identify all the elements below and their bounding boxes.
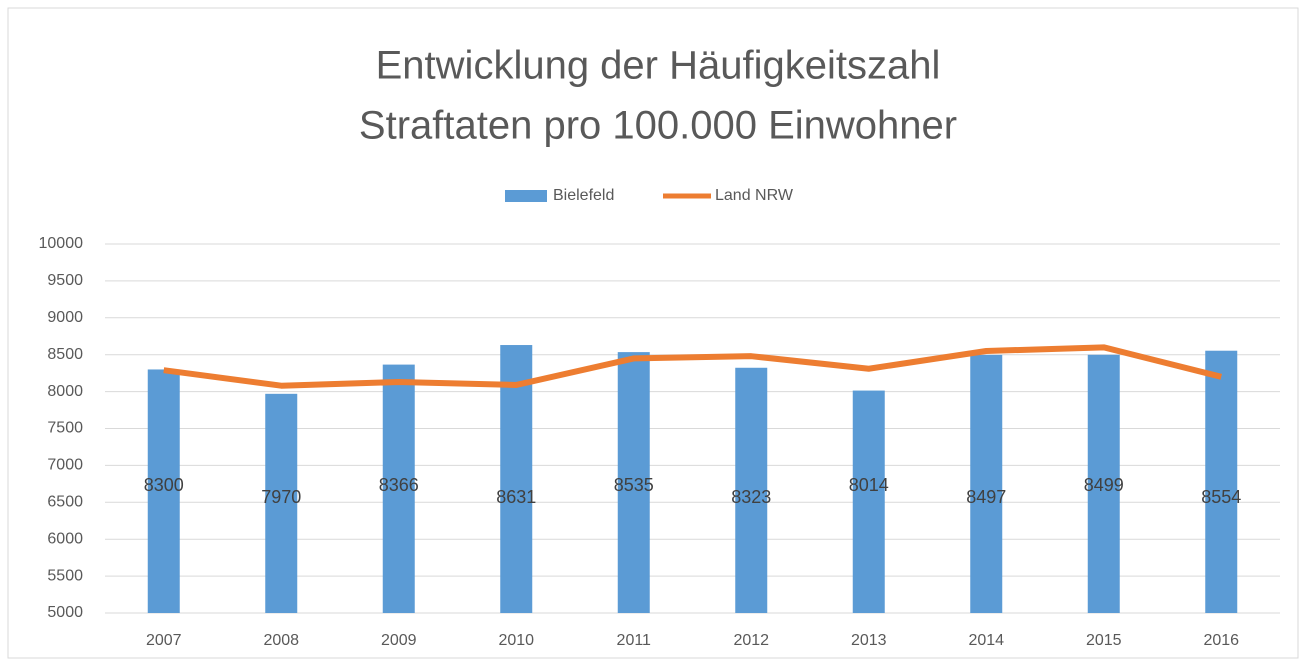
bar [500, 345, 533, 613]
data-label: 8554 [1201, 487, 1241, 507]
y-tick-label: 9000 [47, 309, 83, 326]
data-label: 7970 [261, 487, 301, 507]
legend-label: Bielefeld [553, 187, 614, 204]
data-label: 8366 [379, 475, 419, 495]
y-tick-label: 7500 [47, 420, 83, 437]
data-label: 8535 [614, 475, 654, 495]
bar [970, 354, 1003, 613]
bar [617, 352, 650, 613]
y-tick-label: 8000 [47, 383, 83, 400]
data-label: 8323 [731, 487, 771, 507]
y-tick-label: 6500 [47, 494, 83, 511]
bar [852, 390, 885, 613]
y-tick-label: 8500 [47, 346, 83, 363]
bar [265, 393, 298, 613]
x-tick-label: 2011 [617, 632, 652, 649]
x-tick-label: 2009 [381, 632, 417, 649]
y-tick-label: 10000 [39, 235, 84, 252]
data-label: 8497 [966, 487, 1006, 507]
bar [1087, 354, 1120, 613]
line-series [163, 344, 1222, 389]
x-tick-label: 2007 [146, 632, 182, 649]
data-label: 8014 [849, 475, 889, 495]
data-label: 8499 [1084, 475, 1124, 495]
x-tick-label: 2010 [498, 632, 534, 649]
x-tick-label: 2008 [263, 632, 299, 649]
y-tick-label: 9500 [47, 272, 83, 289]
legend-label: Land NRW [715, 187, 794, 204]
x-tick-label: 2014 [968, 632, 1004, 649]
bar [735, 367, 768, 613]
chart-title: Entwicklung der Häufigkeitszahl [376, 44, 941, 88]
data-label: 8631 [496, 487, 536, 507]
y-tick-label: 5000 [47, 604, 83, 621]
x-tick-label: 2016 [1203, 632, 1239, 649]
bar [1205, 350, 1238, 613]
y-tick-label: 7000 [47, 457, 83, 474]
chart-frame [7, 7, 1299, 659]
bar [382, 364, 415, 613]
x-tick-label: 2012 [733, 632, 769, 649]
x-tick-label: 2015 [1086, 632, 1122, 649]
bar [147, 369, 180, 613]
y-tick-label: 5500 [47, 567, 83, 584]
legend-swatch [505, 190, 547, 202]
chart-title: Straftaten pro 100.000 Einwohner [359, 104, 957, 148]
x-tick-label: 2013 [851, 632, 887, 649]
data-label: 8300 [144, 475, 184, 495]
y-tick-label: 6000 [47, 530, 83, 547]
